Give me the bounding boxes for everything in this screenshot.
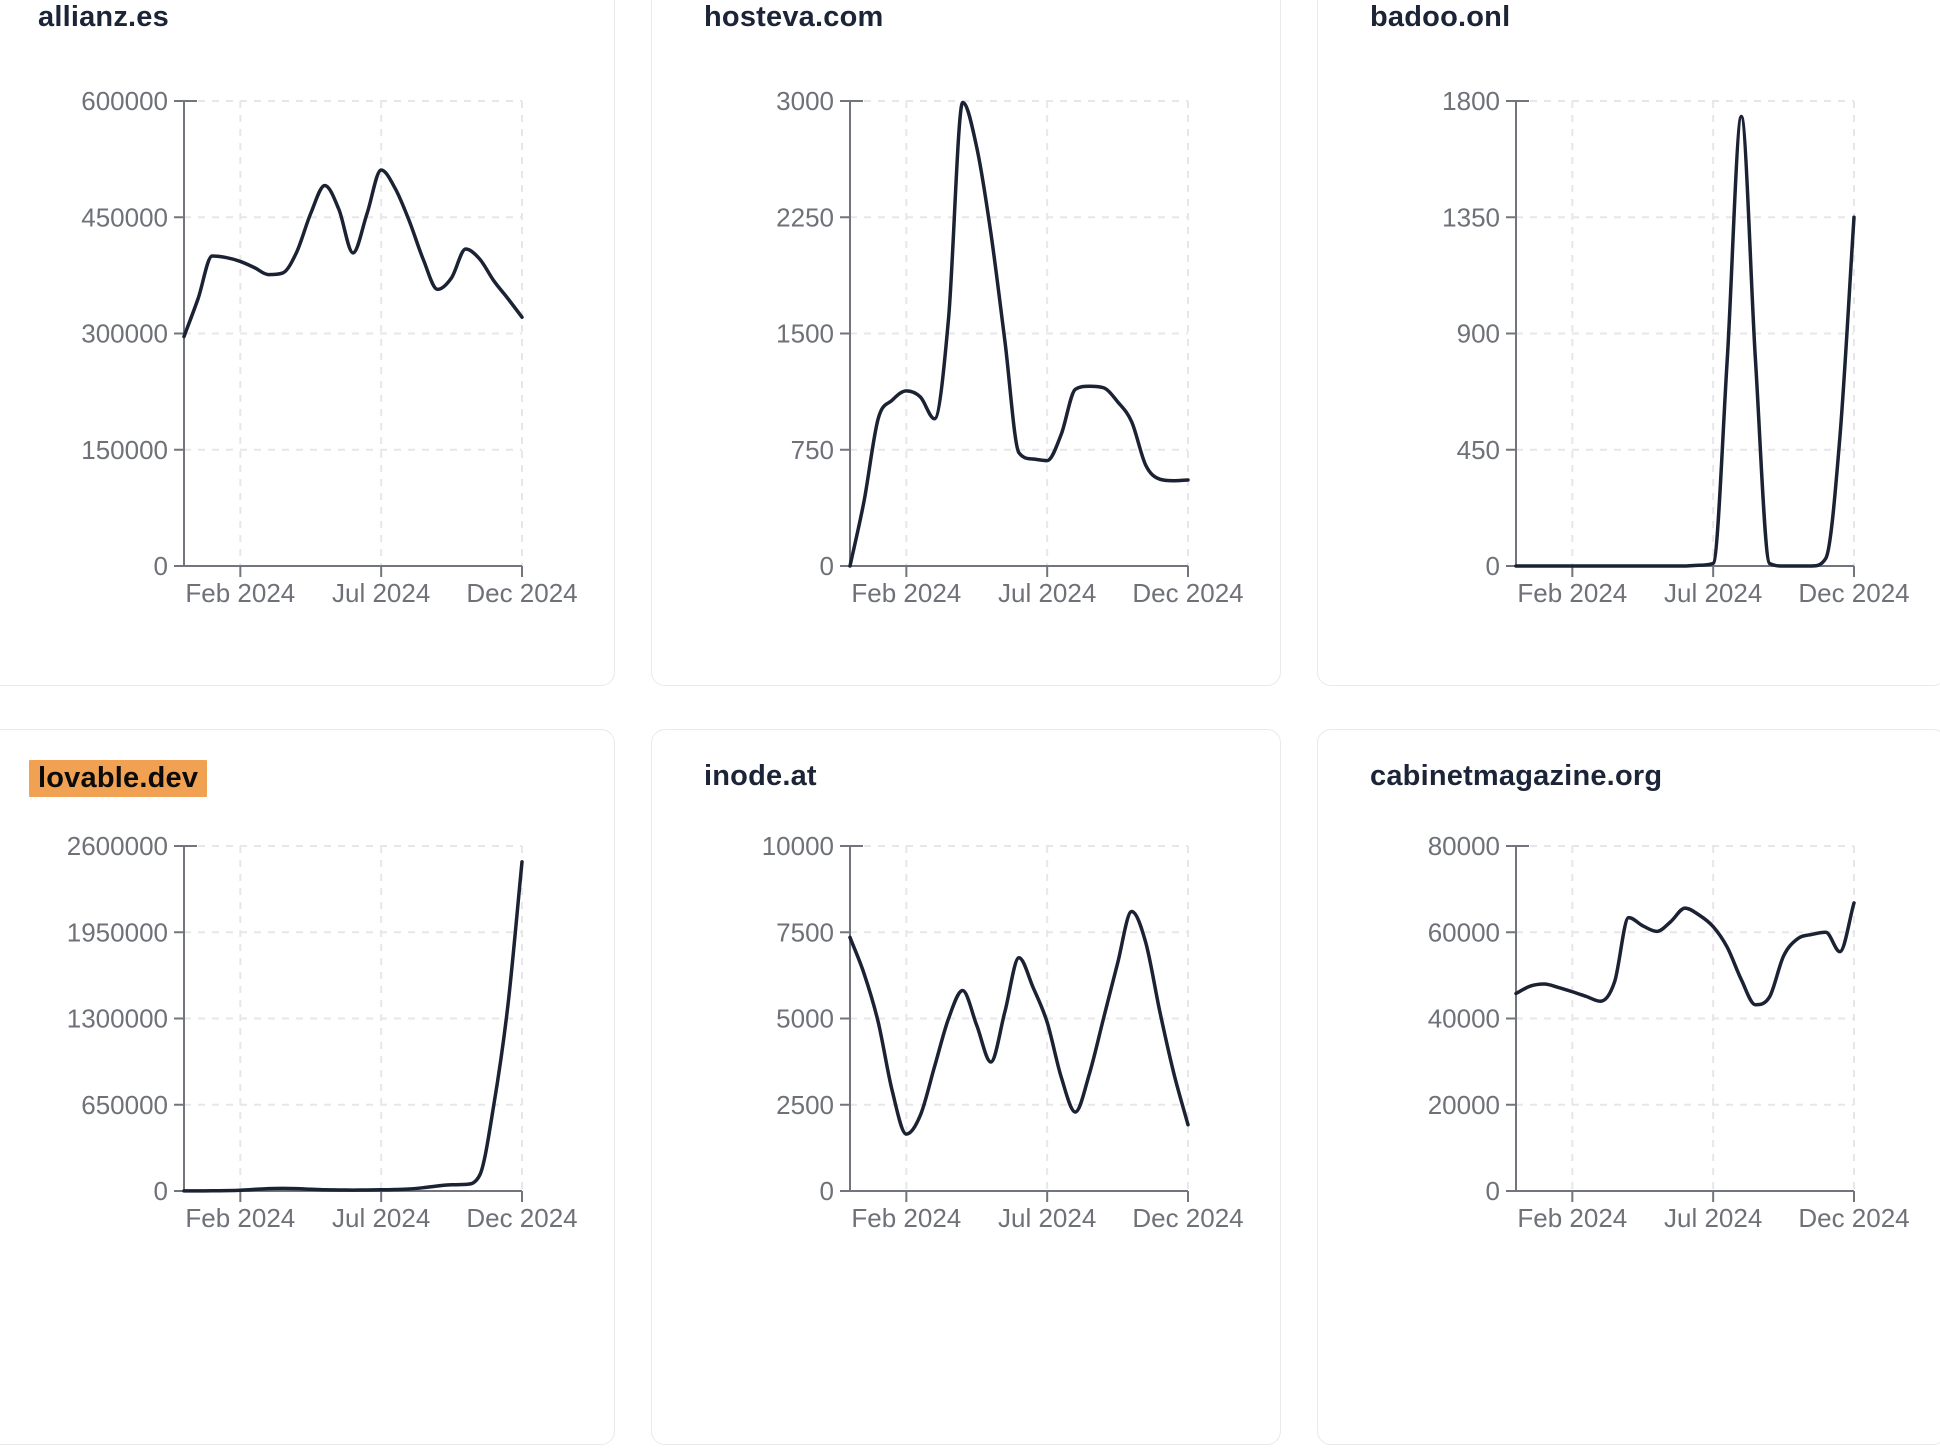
y-tick-label: 60000 [1428,917,1500,947]
y-tick-label: 5000 [776,1004,834,1034]
y-tick-label: 7500 [776,917,834,947]
traffic-series-line [1514,114,1856,568]
traffic-series-line [1514,901,1856,1007]
x-tick-label: Dec 2024 [1132,578,1243,608]
traffic-series-line [848,100,1190,568]
x-tick-label: Jul 2024 [1664,1203,1762,1233]
y-tick-label: 2500 [776,1090,834,1120]
domain-card[interactable]: cabinetmagazine.org 0 20000 40000 60000 80000… [1317,729,1940,1445]
domain-title: allianz.es [38,1,169,33]
traffic-line-chart: 0 2500 5000 7500 10000 Feb 2024 Jul 2024 Dec 20… [762,831,1244,1233]
y-tick-label: 1350 [1442,202,1500,232]
domain-card[interactable]: inode.at 0 2500 5000 7500 10000 Feb 2024 Jul 20… [651,729,1281,1445]
x-tick-label: Feb 2024 [185,578,295,608]
domain-title-highlighted: lovable.dev [29,760,208,797]
y-tick-label: 80000 [1428,831,1500,861]
y-tick-label: 1950000 [67,917,168,947]
y-tick-label: 450000 [81,202,168,232]
x-tick-label: Dec 2024 [1798,578,1909,608]
traffic-line-chart: 0 750 1500 2250 3000 Feb 2024 Jul 2024 Dec 2024 [776,86,1244,608]
traffic-series-line [182,860,524,1193]
y-tick-label: 2600000 [67,831,168,861]
y-tick-label: 0 [154,1176,168,1206]
y-tick-label: 40000 [1428,1004,1500,1034]
y-tick-label: 450 [1457,435,1500,465]
x-tick-label: Feb 2024 [851,578,961,608]
y-tick-label: 0 [154,551,168,581]
y-tick-label: 0 [820,1176,834,1206]
y-tick-label: 0 [1486,551,1500,581]
y-tick-label: 1800 [1442,86,1500,116]
y-tick-label: 0 [1486,1176,1500,1206]
domain-title: hosteva.com [704,1,884,33]
x-tick-label: Jul 2024 [998,1203,1096,1233]
y-tick-label: 3000 [776,86,834,116]
x-tick-label: Jul 2024 [332,578,430,608]
y-tick-label: 20000 [1428,1090,1500,1120]
domain-title: badoo.onl [1370,1,1511,33]
y-tick-label: 0 [820,551,834,581]
traffic-series-line [182,168,524,339]
domain-card[interactable]: lovable.dev 0 650000 1300000 1950000 2600000 F… [0,729,615,1445]
y-tick-label: 10000 [762,831,834,861]
y-tick-label: 650000 [81,1090,168,1120]
y-tick-label: 600000 [81,86,168,116]
y-tick-label: 2250 [776,202,834,232]
x-tick-label: Feb 2024 [185,1203,295,1233]
x-tick-label: Jul 2024 [1664,578,1762,608]
x-tick-label: Feb 2024 [851,1203,961,1233]
traffic-line-chart: 0 450 900 1350 1800 Feb 2024 Jul 2024 Dec 2024 [1442,86,1910,608]
x-tick-label: Dec 2024 [1132,1203,1243,1233]
x-tick-label: Dec 2024 [1798,1203,1909,1233]
x-tick-label: Feb 2024 [1517,1203,1627,1233]
x-tick-label: Jul 2024 [998,578,1096,608]
traffic-line-chart: 0 650000 1300000 1950000 2600000 Feb 2024 Jul … [67,831,578,1233]
x-tick-label: Feb 2024 [1517,578,1627,608]
domain-title: inode.at [704,760,817,792]
y-tick-label: 1300000 [67,1004,168,1034]
domain-card[interactable]: hosteva.com 0 750 1500 2250 3000 Feb 2024 Jul 2… [651,0,1281,686]
y-tick-label: 750 [791,435,834,465]
domain-card[interactable]: badoo.onl 0 450 900 1350 1800 Feb 2024 Jul 2024… [1317,0,1940,686]
domain-card[interactable]: allianz.es 0 150000 300000 450000 600000 Feb 2… [0,0,615,686]
traffic-line-chart: 0 150000 300000 450000 600000 Feb 2024 Jul 202… [81,86,577,608]
traffic-series-line [848,909,1190,1136]
y-tick-label: 150000 [81,435,168,465]
x-tick-label: Dec 2024 [466,1203,577,1233]
domain-title: cabinetmagazine.org [1370,760,1663,792]
traffic-line-chart: 0 20000 40000 60000 80000 Feb 2024 Jul 2024 Dec… [1428,831,1910,1233]
x-tick-label: Jul 2024 [332,1203,430,1233]
y-tick-label: 900 [1457,319,1500,349]
x-tick-label: Dec 2024 [466,578,577,608]
y-tick-label: 1500 [776,319,834,349]
y-tick-label: 300000 [81,319,168,349]
